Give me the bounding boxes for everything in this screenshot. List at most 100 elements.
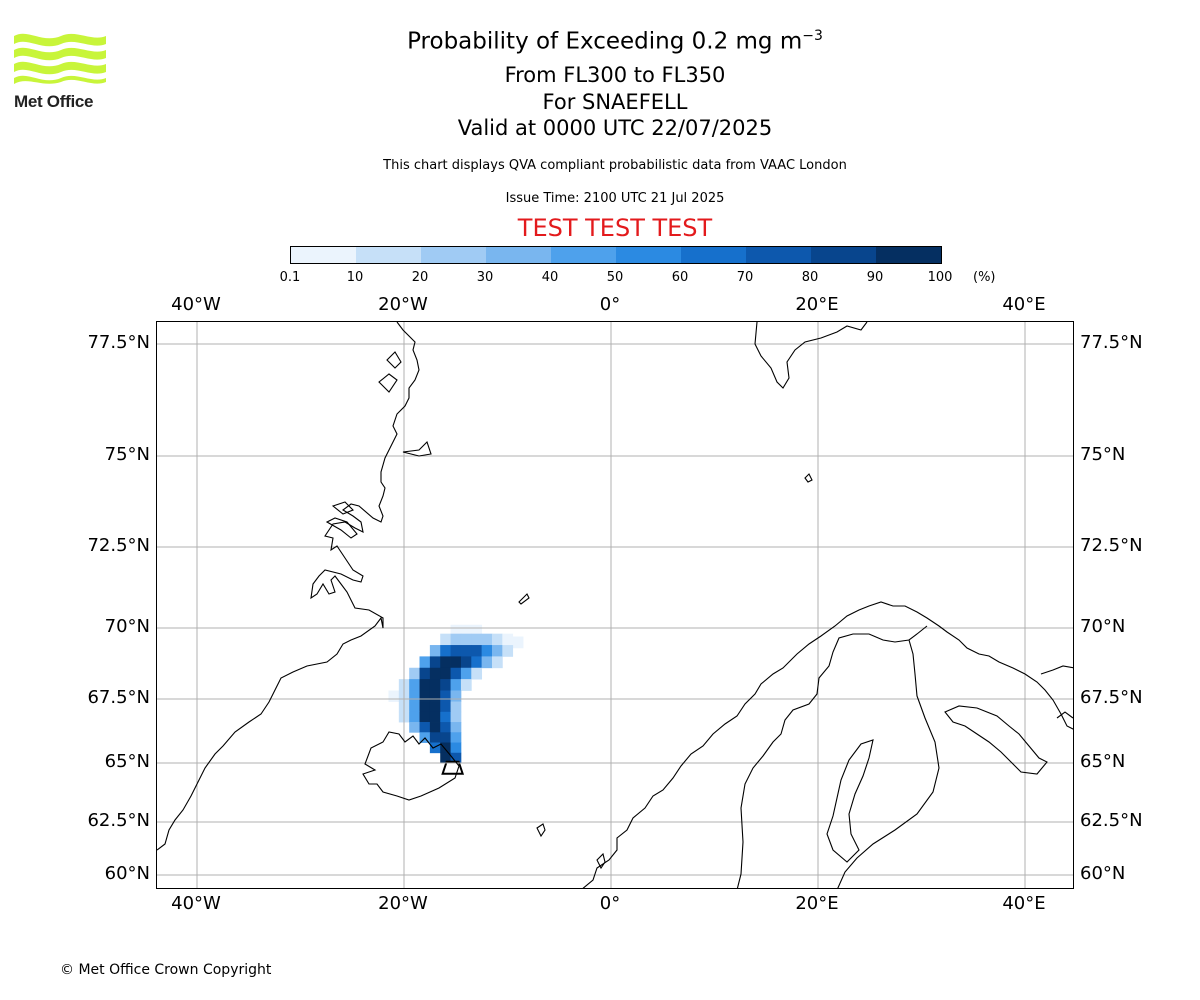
plume-cell <box>460 656 472 669</box>
plume-cell <box>429 722 441 733</box>
map-canvas <box>157 322 1073 888</box>
plume-cell <box>419 679 431 691</box>
plume-cell <box>481 633 493 646</box>
lat-label-left: 65°N <box>104 751 150 772</box>
scandinavia-border <box>736 625 928 888</box>
lat-label-right: 62.5°N <box>1080 810 1143 831</box>
plume-cell <box>471 633 483 646</box>
greenland-island <box>402 440 432 457</box>
lon-label-bottom: 40°E <box>1002 893 1046 914</box>
met-office-logo-text: Met Office <box>14 92 94 111</box>
colorbar-segment <box>616 247 681 263</box>
plume-cell <box>429 742 441 754</box>
colorbar-tick-label: 100 <box>927 270 953 285</box>
plume-cell <box>440 701 451 713</box>
lat-label-left: 62.5°N <box>87 810 150 831</box>
greenland-fjord-1 <box>325 517 358 539</box>
plume-cell <box>450 722 462 733</box>
colorbar-tick-label: 40 <box>541 270 559 285</box>
plume-cell <box>429 732 441 743</box>
colorbar-unit: (%) <box>973 270 996 285</box>
plume-cell <box>388 690 400 702</box>
lat-label-right: 60°N <box>1080 863 1126 884</box>
plume-cell <box>409 667 420 680</box>
lat-label-right: 70°N <box>1080 616 1126 637</box>
lat-label-left: 70°N <box>104 616 150 637</box>
plume-cell <box>440 752 451 764</box>
lon-label-top: 20°W <box>378 294 428 315</box>
plume-cell <box>419 701 431 713</box>
met-office-waves-icon <box>14 33 106 84</box>
plume-cell <box>450 679 462 691</box>
plume-cell <box>450 624 462 637</box>
colorbar-tick-label: 50 <box>606 270 624 285</box>
colorbar-segment <box>356 247 421 263</box>
plume-cell <box>409 711 420 723</box>
colorbar-tick-label: 0.1 <box>279 270 301 285</box>
colorbar-segment <box>681 247 746 263</box>
lat-label-left: 75°N <box>104 444 150 465</box>
plume-cell <box>440 711 451 723</box>
plume-cell <box>429 679 441 691</box>
plume-cell <box>460 624 472 637</box>
plume-cell <box>419 667 431 680</box>
plume-cell <box>471 645 483 657</box>
lat-label-left: 60°N <box>104 863 150 884</box>
plume-cell <box>460 633 472 646</box>
kanin-coastline <box>1056 711 1073 719</box>
plume-cell <box>419 711 431 723</box>
chart-subtitle: This chart displays QVA compliant probab… <box>383 158 847 173</box>
chart-title-superscript: −3 <box>802 28 823 44</box>
plume-cell <box>440 656 451 669</box>
plume-cell <box>409 679 420 691</box>
plume-cell <box>491 656 503 669</box>
plume-cell <box>512 636 524 649</box>
plume-cell <box>440 722 451 733</box>
coastlines <box>157 322 1073 888</box>
plume-cell <box>471 667 483 680</box>
issue-time: Issue Time: 2100 UTC 21 Jul 2025 <box>505 191 725 206</box>
colorbar-tick-label: 20 <box>411 270 429 285</box>
colorbar-segment <box>291 247 356 263</box>
plume-cell <box>440 645 451 657</box>
plume-cell <box>440 742 451 754</box>
colorbar <box>290 246 942 264</box>
lat-label-right: 75°N <box>1080 444 1126 465</box>
plume-cell <box>450 645 462 657</box>
plume-cell <box>409 690 420 702</box>
colorbar-tick-label: 70 <box>736 270 754 285</box>
valid-time-line: Valid at 0000 UTC 22/07/2025 <box>457 116 773 140</box>
plume-cell <box>502 633 514 646</box>
plume-cell <box>419 722 431 733</box>
colorbar-segment <box>421 247 486 263</box>
shetland-coastline <box>596 852 606 870</box>
test-banner: TEST TEST TEST <box>517 214 713 242</box>
colorbar-tick-label: 80 <box>801 270 819 285</box>
plume-cell <box>429 711 441 723</box>
plume-cell <box>409 722 420 733</box>
ash-plume <box>388 624 524 775</box>
plume-cell <box>491 645 503 657</box>
plume-cell <box>450 633 462 646</box>
plume-cell <box>429 656 441 669</box>
lon-label-top: 40°W <box>171 294 221 315</box>
lat-label-right: 65°N <box>1080 751 1126 772</box>
volcano-line: For SNAEFELL <box>542 90 688 114</box>
plume-cell <box>440 732 451 743</box>
plume-cell <box>429 701 441 713</box>
iceland-coastline <box>362 731 460 801</box>
greenland-coastline <box>157 322 420 851</box>
plume-cell <box>440 633 451 646</box>
plume-cell <box>450 656 462 669</box>
plume-cell <box>460 645 472 657</box>
plume-cell <box>450 701 462 713</box>
colorbar-segment <box>486 247 551 263</box>
plume-cell <box>481 656 493 669</box>
plume-cell <box>502 645 514 657</box>
colorbar-tick-label: 30 <box>476 270 494 285</box>
plume-cell <box>450 667 462 680</box>
lat-label-right: 77.5°N <box>1080 332 1143 353</box>
plume-cell <box>419 656 431 669</box>
plume-cell <box>440 667 451 680</box>
lat-label-left: 72.5°N <box>87 535 150 556</box>
